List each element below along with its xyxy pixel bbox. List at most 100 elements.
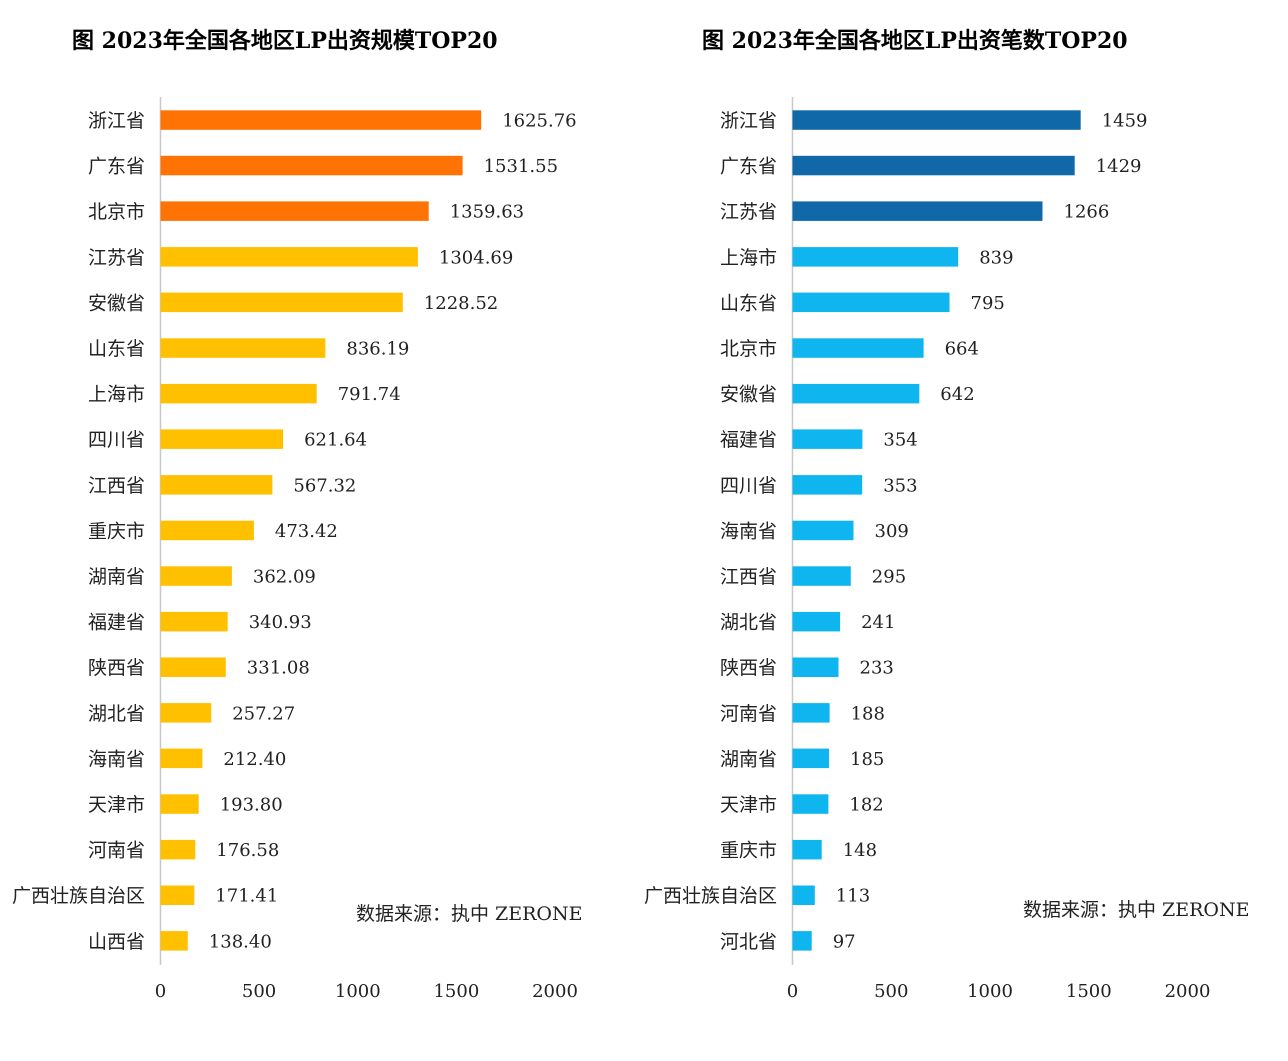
data-label: 1429 — [1096, 156, 1142, 177]
x-tick-label: 0 — [155, 981, 166, 1002]
bar — [160, 611, 228, 632]
data-label: 171.41 — [215, 886, 278, 907]
category-label: 海南省 — [88, 748, 145, 770]
category-label: 浙江省 — [88, 110, 145, 132]
data-label: 354 — [883, 430, 917, 451]
data-label: 1304.69 — [439, 247, 513, 268]
x-tick-label: 1000 — [967, 981, 1013, 1002]
data-label: 331.08 — [247, 658, 310, 679]
category-label: 陕西省 — [88, 657, 145, 679]
bar — [160, 839, 196, 860]
bar — [160, 885, 195, 905]
data-label: 1459 — [1102, 111, 1148, 132]
category-label: 北京市 — [88, 201, 145, 223]
category-label: 江西省 — [720, 566, 777, 588]
bar — [792, 201, 1043, 221]
category-label: 江西省 — [88, 475, 145, 497]
category-label: 天津市 — [720, 794, 777, 816]
bar — [792, 794, 829, 814]
data-label: 836.19 — [346, 339, 409, 360]
category-label: 湖北省 — [88, 703, 145, 725]
category-label: 山东省 — [88, 338, 145, 360]
category-label: 山东省 — [720, 292, 777, 314]
bar — [160, 247, 418, 267]
category-label: 安徽省 — [88, 292, 145, 314]
x-tick-label: 1500 — [433, 981, 479, 1002]
bar — [792, 748, 829, 769]
bar — [160, 475, 273, 495]
data-label: 138.40 — [209, 931, 272, 952]
category-label: 海南省 — [720, 520, 777, 542]
bar — [160, 338, 326, 358]
category-label: 安徽省 — [720, 384, 777, 406]
x-tick-label: 500 — [242, 981, 276, 1002]
bar — [160, 110, 482, 130]
bar — [792, 611, 841, 632]
data-label: 193.80 — [220, 795, 283, 816]
bar — [792, 429, 863, 449]
category-label: 河南省 — [88, 840, 145, 862]
data-label: 97 — [833, 931, 856, 952]
chart-1-title: 图 2023年全国各地区LP出资规模TOP20 — [72, 28, 498, 54]
category-label: 河北省 — [720, 931, 777, 953]
data-label: 664 — [945, 339, 979, 360]
bar — [792, 885, 815, 905]
bar — [160, 429, 284, 449]
x-tick-label: 1000 — [335, 981, 381, 1002]
chart-1-plot: 浙江省 1625.76 广东省 1531.55 北京市 1359.63 江苏省 1304.69… — [12, 97, 578, 1002]
data-label: 233 — [860, 658, 894, 679]
category-label: 湖南省 — [720, 748, 777, 770]
bar — [792, 520, 854, 541]
data-label: 212.40 — [223, 749, 286, 770]
data-label: 567.32 — [293, 475, 356, 496]
bar — [792, 703, 830, 723]
x-tick-label: 500 — [874, 981, 908, 1002]
bar — [792, 931, 812, 951]
x-tick-label: 2000 — [1165, 981, 1211, 1002]
data-label: 295 — [872, 567, 906, 588]
bar — [160, 155, 463, 176]
category-label: 上海市 — [88, 384, 145, 406]
chart-2-title: 图 2023年全国各地区LP出资笔数TOP20 — [702, 28, 1128, 54]
category-label: 四川省 — [88, 429, 145, 451]
data-label: 642 — [940, 384, 974, 405]
bar — [160, 383, 317, 404]
bar — [792, 475, 863, 495]
bar — [792, 338, 924, 358]
bar — [160, 201, 429, 221]
data-label: 1531.55 — [484, 156, 558, 177]
bar — [792, 839, 822, 860]
bar — [792, 566, 851, 586]
category-label: 福建省 — [88, 612, 145, 634]
category-label: 天津市 — [88, 794, 145, 816]
bar — [792, 155, 1075, 176]
data-label: 148 — [843, 840, 877, 861]
data-label: 795 — [971, 293, 1005, 314]
category-label: 河南省 — [720, 703, 777, 725]
data-label: 839 — [979, 247, 1013, 268]
category-label: 重庆市 — [720, 840, 777, 862]
bar — [792, 657, 839, 677]
data-label: 241 — [861, 612, 895, 633]
data-label: 113 — [836, 886, 870, 907]
data-label: 353 — [883, 475, 917, 496]
data-label: 1266 — [1064, 202, 1110, 223]
data-label: 1228.52 — [424, 293, 498, 314]
category-label: 浙江省 — [720, 110, 777, 132]
bar — [160, 703, 212, 723]
bar — [792, 292, 950, 313]
category-label: 四川省 — [720, 475, 777, 497]
bar — [160, 657, 226, 677]
x-tick-label: 1500 — [1066, 981, 1112, 1002]
bar — [160, 520, 254, 541]
data-label: 340.93 — [249, 612, 312, 633]
bar — [160, 794, 199, 814]
bar — [792, 383, 920, 404]
category-label: 广东省 — [88, 156, 145, 178]
data-label: 473.42 — [275, 521, 338, 542]
data-label: 1359.63 — [450, 202, 524, 223]
chart-2-source: 数据来源：执中 ZERONE — [1023, 899, 1250, 921]
data-label: 309 — [875, 521, 909, 542]
bar — [160, 931, 188, 951]
